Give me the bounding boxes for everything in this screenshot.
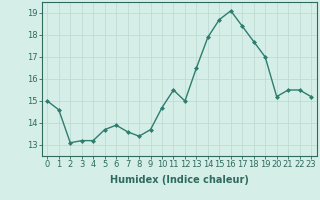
X-axis label: Humidex (Indice chaleur): Humidex (Indice chaleur) [110, 175, 249, 185]
